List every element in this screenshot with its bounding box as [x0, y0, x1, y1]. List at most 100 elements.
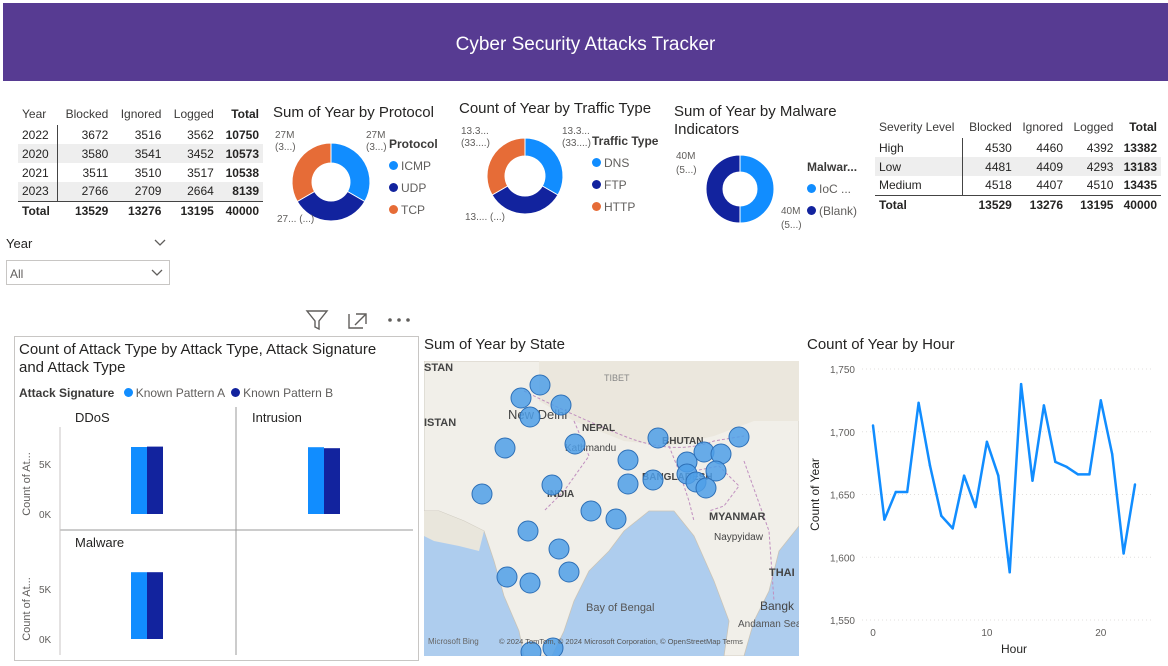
attack-type-visual[interactable]: Count of Attack Type by Attack Type, Att… [14, 336, 419, 661]
bar-known-pattern-a[interactable] [131, 572, 147, 639]
map-bubble[interactable] [541, 474, 563, 496]
table-row[interactable]: High 4530 4460 4392 13382 [875, 138, 1161, 157]
filter-icon[interactable] [305, 309, 329, 331]
column-header[interactable]: Logged [1073, 120, 1114, 134]
map-attribution[interactable]: © 2024 TomTom, © 2024 Microsoft Corporat… [499, 637, 743, 646]
legend-item[interactable]: TCP [389, 203, 438, 217]
map-bubble[interactable] [519, 406, 541, 428]
donut-slice-blank[interactable] [705, 154, 741, 224]
column-header[interactable]: Ignored [120, 107, 162, 121]
map-bubble[interactable] [642, 469, 664, 491]
hour-line-visual[interactable]: Count of Year by Hour 1,550 1,600 1,650 1,7… [807, 336, 1163, 658]
donut-chart[interactable] [291, 142, 371, 222]
donut-chart[interactable] [705, 154, 775, 224]
data-point[interactable] [940, 514, 943, 518]
series-line[interactable] [871, 382, 1137, 574]
map-canvas[interactable]: STANTIBETNew DelhiNEPALKathmanduBHUTANIS… [424, 361, 799, 656]
data-point[interactable] [1031, 479, 1034, 482]
data-point[interactable] [1054, 460, 1057, 464]
legend-item[interactable]: HTTP [592, 200, 658, 214]
donut-slice-tcp[interactable] [291, 142, 332, 203]
map-bubble[interactable] [542, 637, 564, 656]
legend-item[interactable]: ICMP [389, 159, 438, 173]
donut-slice-http[interactable] [486, 137, 526, 196]
legend-item[interactable]: FTP [592, 178, 658, 192]
column-header[interactable]: Total [231, 107, 259, 121]
year-slicer[interactable]: Year All [6, 236, 170, 285]
donut-slice-ftp[interactable] [491, 185, 559, 215]
donut-slice-ioc[interactable] [739, 154, 775, 224]
bar-known-pattern-a[interactable] [131, 447, 147, 514]
legend-item[interactable]: UDP [389, 181, 438, 195]
map-bubble[interactable] [496, 566, 518, 588]
data-point[interactable] [871, 424, 875, 427]
data-point[interactable] [1099, 399, 1103, 402]
table-row[interactable]: 2021 3511 3510 3517 10538 [18, 163, 263, 182]
data-point[interactable] [1042, 404, 1046, 407]
severity-matrix[interactable]: Severity Level Blocked Ignored Logged Total … [875, 116, 1161, 214]
data-point[interactable] [894, 490, 897, 494]
data-point[interactable] [917, 401, 920, 405]
data-point[interactable] [974, 505, 977, 509]
focus-mode-icon[interactable] [347, 310, 369, 330]
map-bubble[interactable] [519, 572, 541, 594]
table-row[interactable]: 2020 3580 3541 3452 10573 [18, 144, 263, 163]
year-matrix[interactable]: Year Blocked Ignored Logged Total 2022 3672 35… [18, 103, 263, 220]
data-point[interactable] [1088, 473, 1091, 476]
bar-known-pattern-b[interactable] [147, 446, 163, 514]
chevron-down-icon[interactable] [154, 239, 166, 247]
map-bubble[interactable] [617, 449, 639, 471]
donut-slice-icmp[interactable] [330, 142, 371, 203]
data-point[interactable] [1133, 483, 1137, 486]
data-point[interactable] [962, 474, 966, 477]
table-row[interactable]: Low 4481 4409 4293 13183 [875, 157, 1161, 176]
more-options-icon[interactable] [386, 316, 412, 324]
column-header[interactable]: Logged [173, 107, 214, 121]
map-bubble[interactable] [617, 473, 639, 495]
table-row[interactable]: Medium 4518 4407 4510 13435 [875, 176, 1161, 195]
line-chart[interactable]: 1,550 1,600 1,650 1,700 1,750 0 10 20 Hour Count … [807, 356, 1163, 658]
data-point[interactable] [1076, 473, 1080, 476]
map-bubble[interactable] [695, 477, 717, 499]
column-header[interactable]: Ignored [1022, 120, 1064, 134]
data-point[interactable] [883, 518, 886, 521]
data-point[interactable] [951, 527, 954, 530]
map-bubble[interactable] [558, 561, 580, 583]
legend-item[interactable]: Known Pattern A [123, 386, 225, 400]
map-bubble[interactable] [517, 520, 539, 542]
donut-slice-udp[interactable] [296, 190, 366, 222]
legend-item[interactable]: (Blank) [807, 204, 857, 218]
column-header[interactable]: Blocked [65, 107, 109, 121]
map-bubble[interactable] [494, 437, 516, 459]
data-point[interactable] [1065, 465, 1068, 469]
data-point[interactable] [928, 464, 932, 467]
map-bubble[interactable] [550, 394, 572, 416]
legend-item[interactable]: DNS [592, 156, 658, 170]
bar-known-pattern-b[interactable] [324, 448, 340, 514]
state-map-visual[interactable]: Sum of Year by State STANTIBETNew DelhiN… [424, 336, 799, 658]
traffic-donut-visual[interactable]: Count of Year by Traffic Type 13.3... (3… [459, 100, 669, 230]
map-bubble[interactable] [564, 433, 586, 455]
data-point[interactable] [905, 490, 909, 494]
map-bubble[interactable] [647, 427, 669, 449]
donut-chart[interactable] [486, 137, 564, 215]
map-bubble[interactable] [548, 538, 570, 560]
column-header[interactable]: Total [1129, 120, 1157, 134]
table-row[interactable]: 2023 2766 2709 2664 8139 [18, 182, 263, 201]
table-row[interactable]: 2022 3672 3516 3562 10750 [18, 125, 263, 144]
legend-item[interactable]: IoC ... [807, 182, 857, 196]
map-bubble[interactable] [705, 460, 727, 482]
bar-known-pattern-a[interactable] [308, 447, 324, 514]
malware-donut-visual[interactable]: Sum of Year by Malware Indicators 40M (5… [674, 103, 869, 233]
slicer-dropdown[interactable]: All [6, 260, 170, 285]
map-bubble[interactable] [728, 426, 750, 448]
data-point[interactable] [1111, 453, 1114, 456]
data-point[interactable] [997, 474, 1000, 477]
map-bubble[interactable] [605, 508, 627, 530]
column-header[interactable]: Severity Level [879, 120, 955, 134]
data-point[interactable] [1122, 552, 1125, 555]
column-header[interactable]: Year [22, 107, 47, 121]
legend-item[interactable]: Known Pattern B [231, 386, 333, 400]
map-bubble[interactable] [510, 387, 532, 409]
map-bubble[interactable] [520, 641, 542, 656]
